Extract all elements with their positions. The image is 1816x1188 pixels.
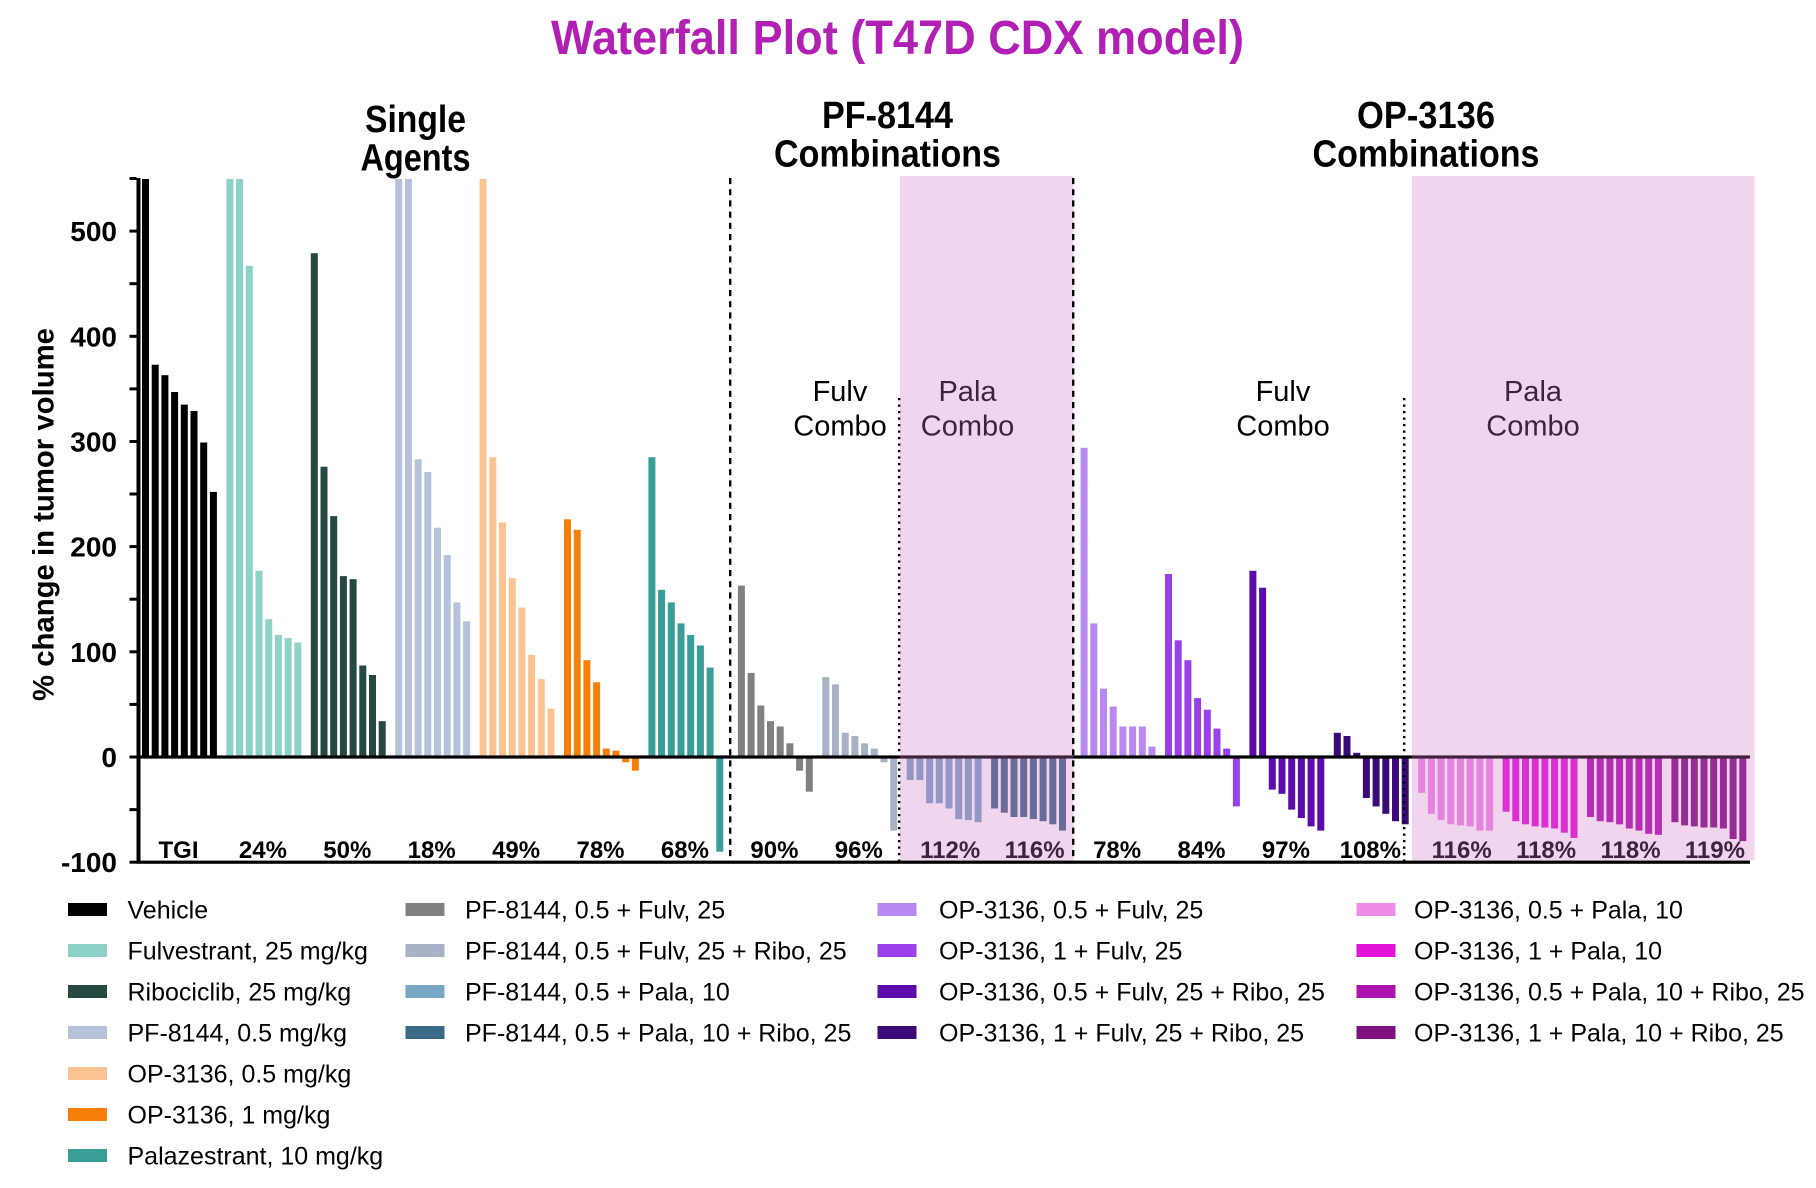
svg-text:90%: 90% [750, 837, 798, 864]
svg-text:96%: 96% [835, 837, 883, 864]
svg-text:OP-3136, 1 + Pala, 10: OP-3136, 1 + Pala, 10 [1414, 938, 1662, 966]
svg-text:OP-3136, 1 mg/kg: OP-3136, 1 mg/kg [128, 1102, 331, 1130]
svg-text:Waterfall Plot (T47D CDX model: Waterfall Plot (T47D CDX model) [551, 12, 1244, 65]
svg-text:24%: 24% [239, 837, 287, 864]
svg-text:119%: 119% [1685, 837, 1745, 864]
svg-text:18%: 18% [408, 837, 456, 864]
svg-text:118%: 118% [1516, 837, 1576, 864]
svg-text:Combinations: Combinations [774, 134, 1001, 176]
svg-text:84%: 84% [1177, 837, 1225, 864]
svg-text:OP-3136, 0.5 mg/kg: OP-3136, 0.5 mg/kg [128, 1061, 352, 1089]
svg-text:OP-3136, 1 + Pala, 10 + Ribo,: OP-3136, 1 + Pala, 10 + Ribo, 25 [1414, 1020, 1784, 1048]
svg-text:Pala: Pala [938, 376, 997, 408]
svg-text:OP-3136, 0.5 + Fulv, 25 + Ribo: OP-3136, 0.5 + Fulv, 25 + Ribo, 25 [939, 979, 1325, 1007]
svg-text:OP-3136, 1 + Fulv, 25: OP-3136, 1 + Fulv, 25 [939, 938, 1182, 966]
svg-text:0: 0 [101, 742, 117, 773]
svg-text:Combo: Combo [1486, 411, 1580, 443]
svg-text:PF-8144, 0.5 + Pala, 10 + Ribo: PF-8144, 0.5 + Pala, 10 + Ribo, 25 [465, 1020, 851, 1048]
svg-text:68%: 68% [661, 837, 709, 864]
svg-text:Fulv: Fulv [813, 376, 868, 408]
svg-text:116%: 116% [1005, 837, 1065, 864]
svg-text:78%: 78% [576, 837, 624, 864]
svg-text:TGI: TGI [159, 837, 199, 864]
svg-text:Fulv: Fulv [1256, 376, 1311, 408]
svg-text:PF-8144, 0.5 mg/kg: PF-8144, 0.5 mg/kg [128, 1020, 348, 1048]
svg-text:PF-8144, 0.5 + Pala, 10: PF-8144, 0.5 + Pala, 10 [465, 979, 730, 1007]
svg-text:118%: 118% [1600, 837, 1660, 864]
svg-text:49%: 49% [492, 837, 540, 864]
svg-text:Ribociclib, 25 mg/kg: Ribociclib, 25 mg/kg [128, 979, 352, 1007]
svg-text:Fulvestrant, 25 mg/kg: Fulvestrant, 25 mg/kg [128, 938, 368, 966]
svg-text:Combinations: Combinations [1313, 134, 1540, 176]
svg-text:300: 300 [70, 427, 117, 458]
svg-text:OP-3136, 0.5 + Pala, 10: OP-3136, 0.5 + Pala, 10 [1414, 897, 1683, 925]
svg-text:OP-3136, 0.5 + Fulv, 25: OP-3136, 0.5 + Fulv, 25 [939, 897, 1203, 925]
svg-text:500: 500 [70, 216, 117, 247]
svg-text:-100: -100 [61, 847, 117, 878]
svg-text:108%: 108% [1340, 837, 1401, 864]
svg-text:PF-8144: PF-8144 [822, 95, 953, 137]
svg-text:OP-3136: OP-3136 [1357, 95, 1495, 137]
svg-text:Combo: Combo [793, 411, 887, 443]
svg-text:PF-8144, 0.5 + Fulv, 25: PF-8144, 0.5 + Fulv, 25 [465, 897, 725, 925]
svg-text:Palazestrant, 10 mg/kg: Palazestrant, 10 mg/kg [128, 1143, 384, 1171]
svg-text:Vehicle: Vehicle [128, 897, 209, 925]
svg-text:Combo: Combo [921, 411, 1015, 443]
svg-text:Pala: Pala [1504, 376, 1563, 408]
svg-text:112%: 112% [920, 837, 980, 864]
svg-text:100: 100 [70, 637, 117, 668]
svg-text:Combo: Combo [1236, 411, 1330, 443]
svg-text:97%: 97% [1262, 837, 1310, 864]
svg-text:Agents: Agents [361, 138, 471, 180]
svg-text:OP-3136, 1 + Fulv, 25 + Ribo,: OP-3136, 1 + Fulv, 25 + Ribo, 25 [939, 1020, 1304, 1048]
svg-text:50%: 50% [323, 837, 371, 864]
svg-text:OP-3136, 0.5 + Pala, 10 + Ribo: OP-3136, 0.5 + Pala, 10 + Ribo, 25 [1414, 979, 1805, 1007]
svg-text:200: 200 [70, 532, 117, 563]
svg-text:400: 400 [70, 321, 117, 352]
svg-text:% change in tumor volume: % change in tumor volume [28, 328, 61, 701]
svg-text:78%: 78% [1093, 837, 1141, 864]
svg-text:Single: Single [365, 99, 466, 141]
svg-text:116%: 116% [1432, 837, 1492, 864]
svg-text:PF-8144, 0.5 + Fulv, 25 + Ribo: PF-8144, 0.5 + Fulv, 25 + Ribo, 25 [465, 938, 847, 966]
